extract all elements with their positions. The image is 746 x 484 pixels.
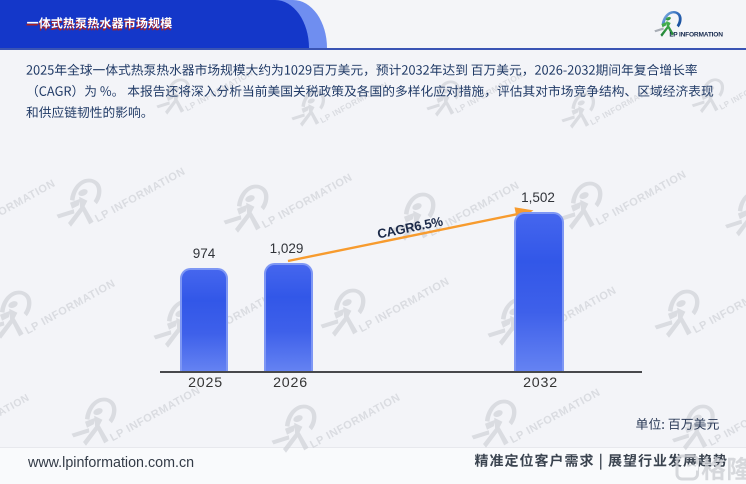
svg-text:LP INFORMATION: LP INFORMATION: [669, 31, 723, 38]
